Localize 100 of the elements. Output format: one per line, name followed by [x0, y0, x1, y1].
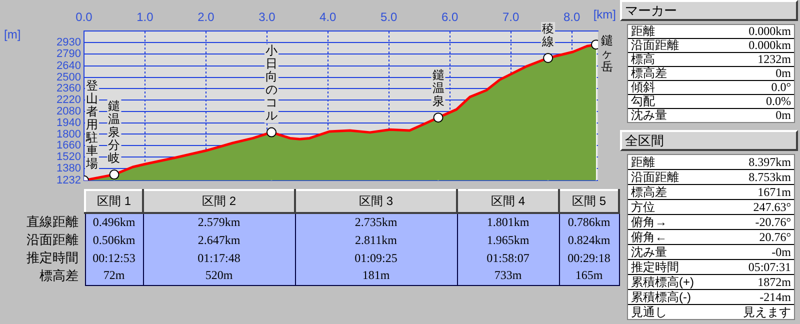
text: 見えます	[743, 305, 791, 319]
category-label: 標高差	[631, 185, 667, 199]
category-label: 傾斜	[631, 80, 655, 94]
text: 1.965km	[486, 232, 530, 246]
text: 0.506km	[92, 232, 136, 246]
text: 8.753km	[748, 170, 791, 184]
text: -214m	[760, 290, 791, 304]
text: 全区間	[620, 130, 798, 151]
category-label: 沿面距離	[631, 38, 679, 52]
x-tick-label: 8.0	[563, 10, 580, 24]
category-label: 見通し	[631, 305, 667, 319]
text: 0.496km	[92, 215, 136, 229]
x-tick-label: 4.0	[320, 10, 337, 24]
category-label: 距離	[631, 24, 655, 38]
y-tick-label: 1940	[56, 116, 81, 129]
text: 01:09:25	[354, 250, 398, 264]
y-tick-label: 1232	[56, 174, 81, 186]
y-tick-label: 2220	[56, 94, 81, 106]
text: マーカー	[620, 0, 798, 21]
text: 1.801km	[486, 215, 530, 229]
category-label: 沈み量	[631, 108, 667, 122]
y-tick-label: 2930	[56, 36, 81, 48]
text: 0.000km	[748, 24, 791, 38]
category-label: 俯角←	[631, 230, 667, 244]
category-label: 推定時間	[631, 260, 679, 274]
category-label: 直線距離	[26, 214, 78, 229]
text: 2.735km	[354, 215, 398, 229]
x-tick-label: 6.0	[441, 10, 458, 24]
text: 72m	[103, 268, 125, 282]
category-label: 方位	[631, 200, 655, 214]
category-label: 距離	[631, 155, 655, 169]
category-label: 標高差	[631, 66, 667, 80]
text: -20.76°	[755, 215, 791, 229]
y-tick-label: 2360	[56, 82, 81, 95]
category-label: 標高差	[40, 268, 78, 283]
x-tick-label: 1.0	[136, 10, 154, 24]
text: -0m	[772, 245, 791, 259]
text: 0.824km	[568, 232, 610, 246]
text: 165m	[575, 268, 603, 282]
point	[109, 170, 120, 180]
text: 2.579km	[198, 215, 240, 229]
text: 0.786km	[568, 215, 610, 229]
y-tick-label: 2080	[56, 106, 81, 118]
category-label: 勾配	[631, 94, 655, 108]
text: 00:29:18	[568, 250, 610, 264]
text: 20.76°	[759, 230, 791, 244]
y-tick-label: 1380	[56, 162, 81, 174]
annotation: 登山者用駐車場	[85, 78, 98, 171]
category-label: 標高	[631, 52, 655, 66]
x-tick-label: 5.0	[380, 10, 398, 24]
text: 0.0%	[766, 94, 791, 108]
category-label: 俯角→	[631, 215, 667, 229]
text: 2.647km	[198, 232, 240, 246]
annotation: 稜線	[541, 21, 554, 48]
text: 1232m	[758, 52, 791, 66]
category-label: 区間 1	[85, 190, 143, 213]
point	[266, 127, 276, 138]
text: 0.0°	[771, 80, 791, 94]
x-tick-label: 0.0	[76, 10, 93, 24]
text: 01:58:07	[486, 250, 530, 264]
y-tick-label: 2500	[56, 71, 81, 84]
category-label: 累積標高(+)	[631, 275, 694, 289]
category-label: 推定時間	[26, 250, 78, 265]
y-tick-label: 2640	[56, 60, 81, 72]
text: 2.811km	[355, 232, 397, 246]
text: 01:17:48	[198, 250, 240, 264]
point	[433, 112, 444, 123]
text: 1872m	[758, 275, 791, 289]
text: 05:07:31	[748, 260, 791, 274]
category-label: 区間 3	[295, 190, 457, 213]
text: 733m	[494, 268, 522, 282]
y-axis-title: [m]	[4, 27, 21, 42]
category-label: 区間 4	[457, 190, 559, 213]
text: 1671m	[758, 185, 791, 199]
x-tick-label: 3.0	[258, 10, 276, 24]
y-tick-label: 1520	[56, 151, 81, 164]
category-label: 沈み量	[631, 245, 667, 259]
category-label: 区間 2	[143, 190, 295, 213]
text: 181m	[362, 268, 390, 282]
x-axis-title: [km]	[593, 7, 616, 22]
annotation: 鑓ヶ岳	[600, 33, 613, 74]
annotation: 鑓温泉	[432, 68, 444, 108]
x-tick-label: 7.0	[502, 10, 520, 24]
y-tick-label: 1800	[56, 128, 81, 140]
text: 520m	[205, 268, 233, 282]
annotation: 小日向のコル	[265, 44, 278, 123]
text: 247.63°	[753, 200, 791, 214]
text: 00:12:53	[92, 250, 136, 264]
text: 0.000km	[748, 38, 791, 52]
annotation: 鑓温泉分岐	[108, 98, 120, 165]
y-tick-label: 2790	[56, 48, 81, 60]
category-label: 沿面距離	[26, 232, 78, 247]
text: 0m	[776, 108, 791, 122]
category-label: 区間 5	[559, 190, 619, 213]
y-tick-label: 1660	[56, 140, 81, 152]
x-tick-label: 2.0	[198, 10, 215, 24]
text: 0m	[776, 66, 791, 80]
category-label: 沿面距離	[631, 170, 679, 184]
category-label: 累積標高(-)	[631, 290, 691, 304]
point	[543, 52, 554, 63]
